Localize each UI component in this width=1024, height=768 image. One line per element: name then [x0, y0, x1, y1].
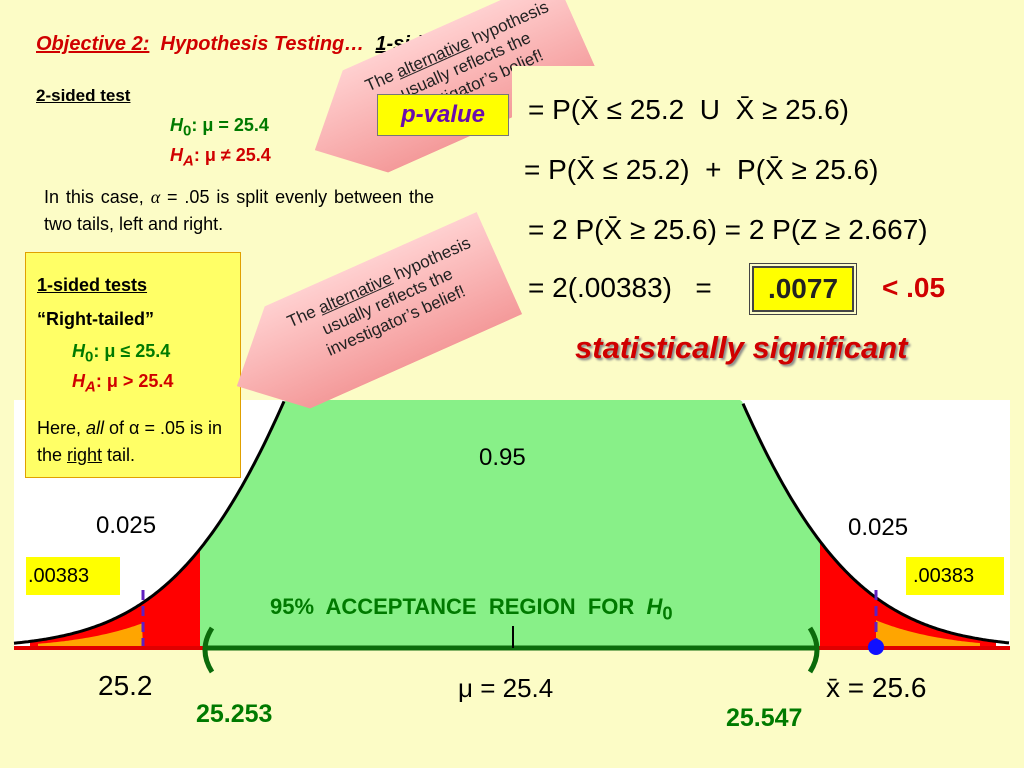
- text: = .05 is split evenly between the two ta…: [44, 187, 434, 234]
- area-label: 0.025: [848, 514, 909, 541]
- note: In this case, α = .05 is split evenly be…: [44, 184, 434, 238]
- text: H: [72, 371, 85, 391]
- text: : μ ≤ 25.4: [93, 341, 171, 361]
- ha: HA: μ > 25.4: [72, 371, 173, 396]
- subtitle: “Right-tailed”: [37, 309, 154, 329]
- h0: H0: μ ≤ 25.4: [72, 341, 170, 366]
- text: right: [67, 445, 103, 465]
- text: H: [170, 145, 183, 165]
- bound-label: 25.253: [196, 700, 273, 728]
- equation: = 2 P(X̄ ≥ 25.6) = 2 P(Z ≥ 2.667): [528, 214, 928, 245]
- text: : μ > 25.4: [95, 371, 174, 391]
- p-area-right: [876, 620, 980, 648]
- ha: HA: μ ≠ 25.4: [170, 145, 271, 170]
- p-box-right: [906, 557, 1004, 595]
- area-label: 0.025: [96, 512, 157, 539]
- text: tail.: [102, 445, 136, 465]
- bracket-right: [807, 626, 820, 674]
- equation: = 2(.00383) =: [528, 272, 712, 303]
- text: Here,: [37, 418, 87, 438]
- p-label: .00383: [913, 565, 975, 587]
- text: 95% ACCEPTANCE REGION FOR: [270, 594, 647, 619]
- equation: = P(X̄ ≤ 25.2 U X̄ ≥ 25.6): [528, 94, 849, 125]
- result: .0077: [749, 263, 857, 315]
- text: H: [646, 594, 663, 619]
- heading: 1-sided tests: [37, 275, 148, 295]
- heading: 2-sided test: [36, 86, 131, 105]
- text: H: [170, 115, 183, 135]
- p-area-left: [38, 623, 143, 648]
- title-part: Hypothesis Testing…: [160, 33, 365, 55]
- conclusion: statistically significant: [575, 330, 908, 365]
- comparison: < .05: [882, 272, 946, 303]
- sample-point: [868, 639, 884, 655]
- region-label: 95% ACCEPTANCE REGION FOR H0: [270, 594, 673, 624]
- text: 0: [662, 602, 673, 624]
- text: α: [150, 187, 161, 207]
- area-label: 0.95: [479, 444, 526, 471]
- tail-left: [30, 548, 200, 648]
- p-label: .00383: [28, 565, 90, 587]
- note: Here, all of α = .05 is in the right tai…: [37, 415, 237, 469]
- text: In this case,: [44, 187, 151, 207]
- equation: = P(X̄ ≤ 25.2) + P(X̄ ≥ 25.6): [524, 154, 879, 185]
- axis-label: μ = 25.4: [458, 673, 554, 703]
- axis-label: 25.2: [98, 670, 153, 701]
- text: A: [85, 378, 96, 396]
- text: : μ ≠ 25.4: [193, 145, 271, 165]
- text: of α = .05 is in the: [37, 418, 223, 465]
- bracket-left: [202, 626, 215, 674]
- text: : μ = 25.4: [191, 115, 269, 135]
- equation-bg: [512, 66, 1024, 166]
- text: A: [183, 152, 194, 170]
- one-sided-box: 1-sided tests “Right-tailed” H0: μ ≤ 25.…: [25, 252, 241, 478]
- p-value-label: p-value: [377, 94, 509, 136]
- tail-right: [820, 541, 996, 648]
- axis-label: x̄ = 25.6: [826, 672, 927, 703]
- bound-label: 25.547: [726, 704, 803, 732]
- title-part: Objective 2:: [36, 33, 150, 55]
- text: 0: [85, 348, 94, 366]
- text: all: [86, 418, 105, 438]
- h0: H0: μ = 25.4: [170, 115, 269, 140]
- p-box-left: [26, 557, 120, 595]
- text: H: [72, 341, 85, 361]
- acceptance-area: [200, 400, 820, 648]
- text: 0: [183, 122, 192, 140]
